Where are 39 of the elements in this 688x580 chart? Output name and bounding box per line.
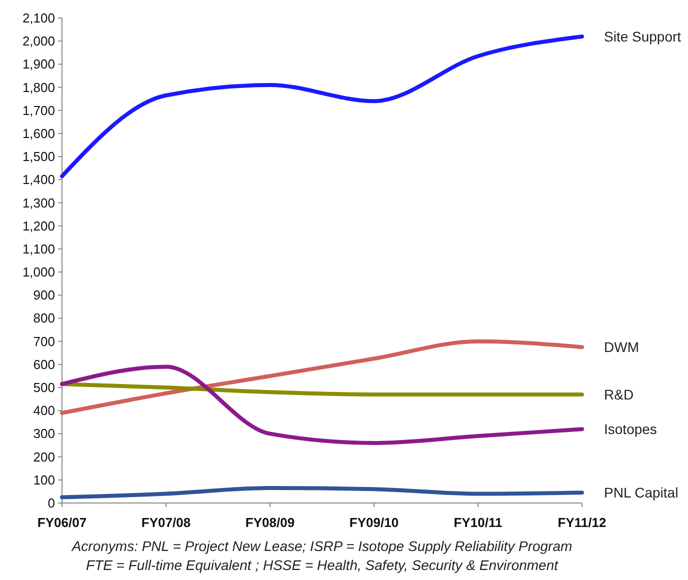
y-tick-label: 2,100 <box>22 10 55 26</box>
x-tick-label: FY08/09 <box>245 515 295 530</box>
y-tick-label: 1,100 <box>22 241 55 256</box>
x-tick-label: FY10/11 <box>454 515 502 530</box>
series-label: PNL Capital <box>604 484 678 501</box>
series-label: Site Support <box>604 28 682 44</box>
y-tick-label: 400 <box>33 403 55 418</box>
series-label: R&D <box>604 386 634 402</box>
line-series <box>60 486 584 500</box>
y-tick-label: 1,600 <box>22 126 55 141</box>
x-tick-label: FY11/12 <box>558 515 606 530</box>
series-label: DWM <box>604 339 639 356</box>
y-tick-label: 1,700 <box>22 102 55 118</box>
y-tick-label: 1,200 <box>22 218 55 234</box>
y-tick-label: 900 <box>33 288 55 303</box>
x-tick-label: FY07/08 <box>141 515 191 530</box>
y-tick-label: 500 <box>33 380 55 396</box>
y-tick-label: 2,000 <box>22 34 55 49</box>
y-tick-label: 1,400 <box>22 172 55 188</box>
y-tick-label: 1,300 <box>22 195 55 210</box>
y-tick-label: 1,900 <box>22 56 55 72</box>
text: FTE = Full-time Equivalent ; HSSE = Health, Safety, Security & Environment <box>86 557 560 573</box>
series-label: Isotopes <box>604 421 657 438</box>
y-tick-label: 100 <box>33 472 55 488</box>
y-tick-label: 300 <box>33 426 55 442</box>
text: Acronyms: PNL = Project New Lease; ISRP = Isotope Supply Reliability Program <box>70 538 572 554</box>
line-series <box>60 364 584 445</box>
y-tick-label: 1,500 <box>22 149 55 164</box>
y-tick-label: 1,000 <box>22 264 55 280</box>
y-tick-label: 1,800 <box>22 80 55 95</box>
y-tick-label: 700 <box>33 334 55 349</box>
y-tick-label: 200 <box>33 449 55 464</box>
line-series <box>60 34 584 178</box>
y-tick-label: 600 <box>33 356 55 372</box>
x-tick-label: FY06/07 <box>37 515 87 530</box>
line-series <box>60 339 584 415</box>
x-tick-label: FY09/10 <box>349 515 399 530</box>
y-tick-label: 0 <box>48 496 55 510</box>
y-tick-label: 800 <box>33 310 55 326</box>
